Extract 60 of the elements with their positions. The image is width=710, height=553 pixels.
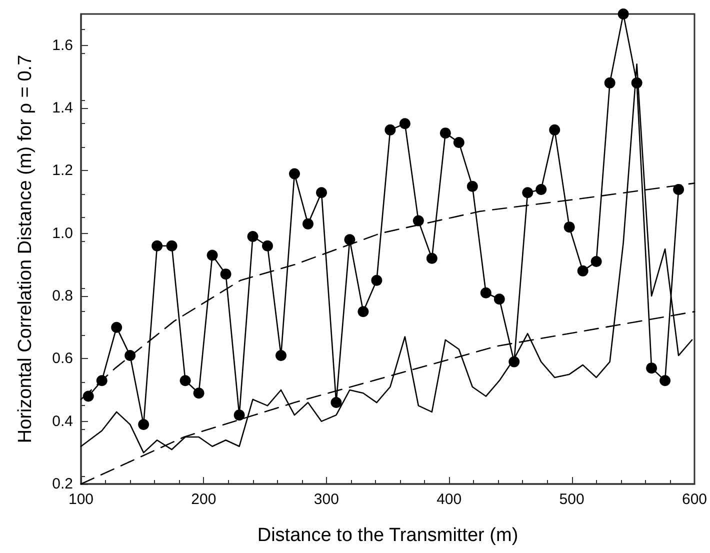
y-tick-label: 0.6 bbox=[52, 350, 73, 368]
x-tick-label: 400 bbox=[436, 491, 462, 508]
point bbox=[399, 118, 410, 130]
point bbox=[508, 356, 520, 368]
point bbox=[138, 418, 150, 430]
y-tick-label: 1.0 bbox=[52, 224, 73, 242]
point bbox=[618, 8, 629, 20]
point bbox=[344, 234, 356, 246]
x-tick-label: 300 bbox=[314, 491, 339, 508]
point bbox=[111, 322, 122, 333]
point bbox=[631, 77, 642, 88]
point bbox=[604, 77, 616, 88]
point bbox=[494, 294, 505, 305]
point bbox=[480, 287, 492, 298]
x-tick-label: 200 bbox=[191, 491, 216, 508]
y-tick-label: 0.2 bbox=[52, 476, 73, 492]
point bbox=[522, 187, 534, 198]
point bbox=[124, 350, 136, 362]
point bbox=[193, 388, 204, 399]
point bbox=[646, 362, 658, 374]
x-tick-label: 600 bbox=[682, 491, 707, 508]
x-tick-label: 100 bbox=[68, 491, 94, 508]
point bbox=[152, 240, 163, 252]
point bbox=[440, 128, 451, 139]
point bbox=[234, 410, 245, 421]
point bbox=[660, 375, 671, 386]
point bbox=[220, 268, 232, 280]
point bbox=[384, 124, 396, 136]
point bbox=[276, 350, 286, 362]
point bbox=[673, 184, 684, 195]
y-tick-label: 1.6 bbox=[52, 36, 73, 54]
point bbox=[316, 187, 327, 198]
y-tick-label: 1.2 bbox=[52, 162, 73, 180]
point bbox=[466, 180, 478, 192]
point bbox=[166, 240, 178, 252]
x-tick-label: 500 bbox=[559, 491, 584, 508]
y-tick-label: 1.4 bbox=[52, 100, 73, 116]
point bbox=[247, 230, 258, 242]
point bbox=[453, 136, 464, 148]
point bbox=[358, 306, 369, 318]
point bbox=[412, 215, 424, 226]
point bbox=[82, 390, 94, 402]
point bbox=[590, 256, 602, 268]
point bbox=[330, 397, 342, 408]
y-tick-label: 0.4 bbox=[52, 412, 73, 430]
point bbox=[426, 252, 438, 264]
point bbox=[206, 250, 218, 261]
y-tick-label: 0.8 bbox=[52, 288, 73, 304]
point bbox=[289, 168, 300, 180]
point bbox=[371, 274, 382, 286]
x-axis-title: Distance to the Transmitter (m) bbox=[257, 525, 518, 546]
point bbox=[564, 222, 575, 233]
point bbox=[536, 184, 547, 195]
y-axis-title: Horizontal Correlation Distance (m) for ρ = 0.7 bbox=[15, 54, 36, 444]
point bbox=[96, 375, 108, 386]
point bbox=[549, 124, 560, 136]
point bbox=[302, 218, 314, 230]
point bbox=[262, 240, 273, 252]
point bbox=[180, 375, 191, 386]
point bbox=[577, 265, 588, 276]
